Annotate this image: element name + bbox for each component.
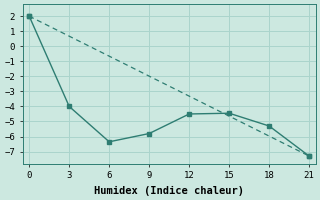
X-axis label: Humidex (Indice chaleur): Humidex (Indice chaleur) — [94, 186, 244, 196]
